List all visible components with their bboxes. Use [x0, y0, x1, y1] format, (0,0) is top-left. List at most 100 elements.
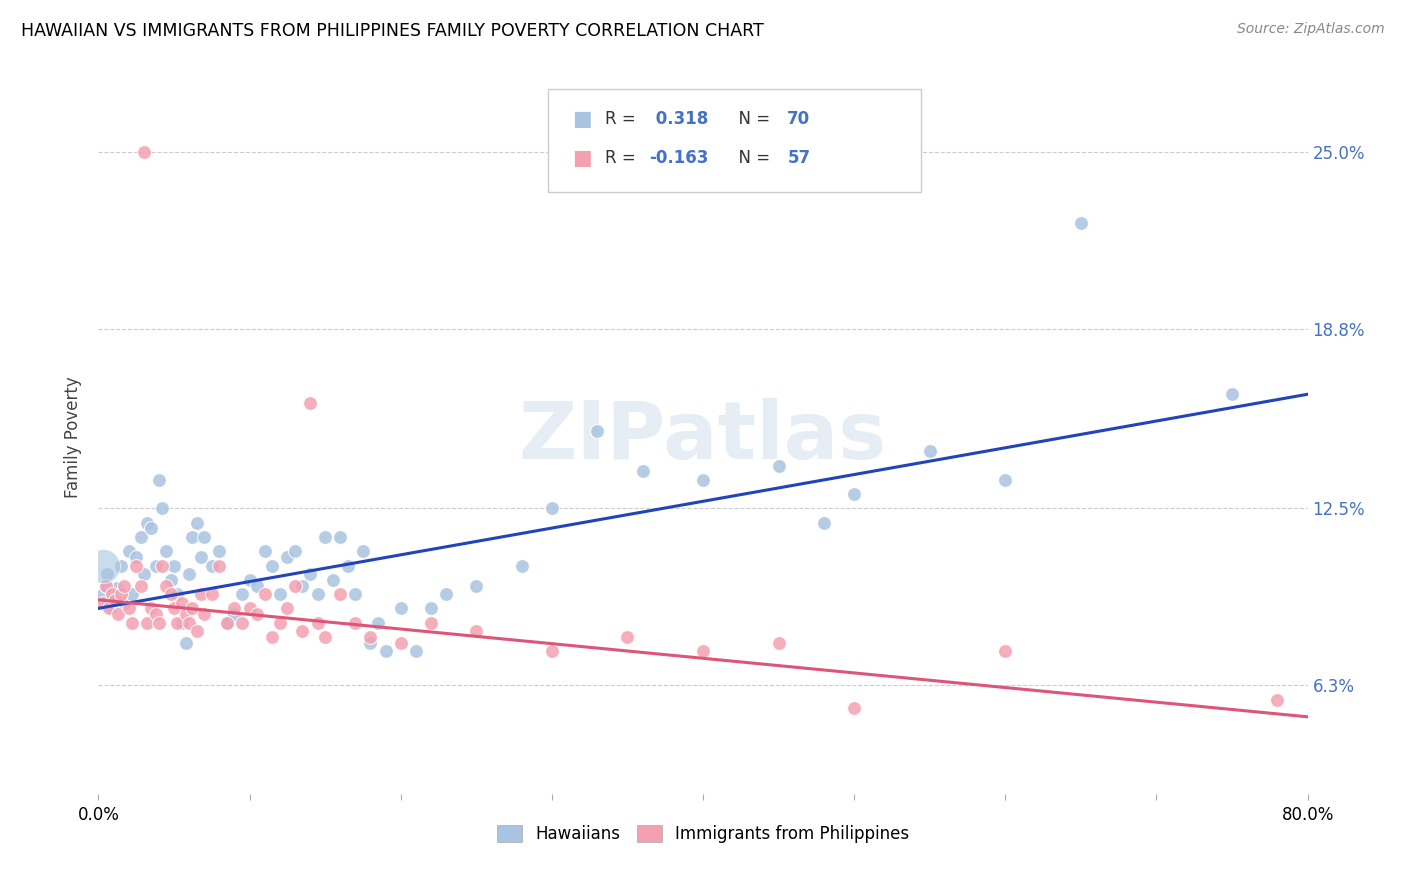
Point — [181, 530, 204, 544]
Point — [1070, 216, 1092, 230]
Point — [405, 644, 427, 658]
Text: HAWAIIAN VS IMMIGRANTS FROM PHILIPPINES FAMILY POVERTY CORRELATION CHART: HAWAIIAN VS IMMIGRANTS FROM PHILIPPINES … — [21, 22, 763, 40]
Point — [121, 587, 143, 601]
Text: N =: N = — [728, 110, 776, 128]
Text: -0.163: -0.163 — [650, 149, 709, 167]
Point — [239, 601, 262, 615]
Text: ■: ■ — [572, 148, 592, 168]
Point — [307, 587, 329, 601]
Point — [269, 615, 291, 630]
Point — [253, 587, 276, 601]
Point — [166, 615, 188, 630]
Point — [329, 530, 352, 544]
Point — [201, 558, 224, 573]
Point — [224, 601, 246, 615]
Point — [844, 701, 866, 715]
Point — [994, 473, 1017, 487]
Point — [586, 425, 609, 439]
Point — [112, 578, 135, 592]
Point — [299, 567, 322, 582]
Y-axis label: Family Poverty: Family Poverty — [65, 376, 83, 498]
Point — [150, 558, 173, 573]
Text: N =: N = — [728, 149, 776, 167]
Point — [1220, 387, 1243, 401]
Point — [96, 567, 118, 582]
Point — [284, 544, 307, 558]
Point — [174, 635, 197, 649]
Point — [118, 544, 141, 558]
Text: R =: R = — [605, 149, 641, 167]
Point — [121, 615, 143, 630]
Point — [179, 567, 201, 582]
Point — [262, 630, 284, 644]
Point — [104, 592, 127, 607]
Point — [141, 601, 163, 615]
Point — [291, 578, 314, 592]
Point — [994, 644, 1017, 658]
Point — [224, 607, 246, 621]
Point — [135, 615, 157, 630]
Text: ■: ■ — [572, 109, 592, 128]
Point — [344, 615, 367, 630]
Point — [631, 464, 654, 478]
Point — [160, 573, 183, 587]
Point — [918, 444, 941, 458]
Point — [246, 607, 269, 621]
Point — [135, 516, 157, 530]
Point — [284, 578, 307, 592]
Point — [107, 607, 129, 621]
Point — [193, 530, 215, 544]
Point — [253, 544, 276, 558]
Point — [420, 615, 443, 630]
Point — [314, 630, 336, 644]
Text: ZIPatlas: ZIPatlas — [519, 398, 887, 476]
Point — [132, 145, 155, 159]
Point — [510, 558, 533, 573]
Legend: Hawaiians, Immigrants from Philippines: Hawaiians, Immigrants from Philippines — [491, 818, 915, 850]
Point — [540, 644, 562, 658]
Text: 57: 57 — [787, 149, 810, 167]
Point — [314, 530, 336, 544]
Point — [352, 544, 374, 558]
Point — [344, 587, 367, 601]
Point — [269, 587, 291, 601]
Point — [692, 644, 714, 658]
Point — [160, 587, 183, 601]
Point — [174, 607, 197, 621]
Point — [190, 587, 212, 601]
Point — [231, 587, 253, 601]
Point — [145, 558, 167, 573]
Point — [186, 516, 208, 530]
Point — [148, 473, 170, 487]
Point — [155, 544, 177, 558]
Point — [129, 530, 152, 544]
Point — [118, 601, 141, 615]
Point — [291, 624, 314, 639]
Point — [150, 501, 173, 516]
Point — [813, 516, 835, 530]
Point — [360, 635, 382, 649]
Point — [336, 558, 359, 573]
Point — [170, 615, 193, 630]
Point — [231, 615, 253, 630]
Point — [91, 587, 114, 601]
Point — [360, 630, 382, 644]
Text: Source: ZipAtlas.com: Source: ZipAtlas.com — [1237, 22, 1385, 37]
Point — [329, 587, 352, 601]
Point — [465, 624, 488, 639]
Point — [465, 578, 488, 592]
Point — [112, 596, 135, 610]
Point — [110, 558, 132, 573]
Point — [103, 592, 125, 607]
Point — [155, 578, 177, 592]
Point — [307, 615, 329, 630]
Point — [208, 544, 231, 558]
Point — [190, 549, 212, 564]
Point — [129, 578, 152, 592]
Point — [132, 567, 155, 582]
Point — [100, 601, 122, 615]
Text: 0.318: 0.318 — [650, 110, 707, 128]
Point — [367, 615, 389, 630]
Point — [215, 615, 238, 630]
Point — [94, 578, 117, 592]
